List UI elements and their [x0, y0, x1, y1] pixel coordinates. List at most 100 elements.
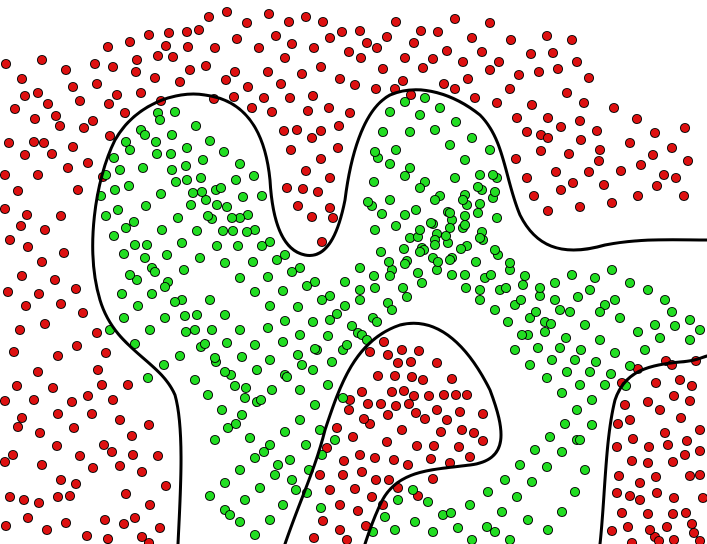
data-point-s0-243 — [12, 421, 24, 433]
data-point-s1-219 — [386, 304, 398, 316]
data-point-s0-207 — [668, 390, 680, 402]
data-point-s0-307 — [370, 83, 382, 95]
data-point-s0-52 — [200, 60, 212, 72]
data-point-s0-75 — [67, 141, 79, 153]
data-point-s1-212 — [281, 371, 293, 383]
data-point-s1-62 — [247, 256, 259, 268]
data-point-s0-388 — [611, 487, 623, 499]
data-point-s0-121 — [7, 449, 19, 461]
data-point-s0-257 — [42, 98, 54, 110]
data-point-s1-29 — [165, 148, 177, 160]
data-point-s0-146 — [332, 142, 344, 154]
data-point-s1-278 — [307, 364, 319, 376]
data-point-s1-128 — [642, 284, 654, 296]
data-point-s1-164 — [514, 459, 526, 471]
data-point-s0-239 — [14, 324, 26, 336]
data-point-s0-107 — [22, 512, 34, 524]
data-point-s1-289 — [384, 270, 396, 282]
data-point-s0-153 — [278, 125, 290, 137]
data-point-s0-154 — [266, 106, 278, 118]
data-point-s1-88 — [368, 176, 380, 188]
data-point-s0-356 — [427, 473, 439, 485]
data-point-s0-332 — [658, 169, 670, 181]
data-point-s1-28 — [180, 160, 192, 172]
data-point-s0-373 — [358, 413, 370, 425]
data-point-s0-24 — [432, 26, 444, 38]
data-point-s1-46 — [230, 174, 242, 186]
data-point-s1-338 — [605, 368, 617, 380]
data-point-s0-31 — [552, 63, 564, 75]
data-point-s0-251 — [136, 531, 148, 543]
data-point-s1-392 — [196, 186, 208, 198]
data-point-s0-5 — [89, 58, 101, 70]
data-point-s1-272 — [286, 474, 298, 486]
data-point-s0-167 — [453, 441, 465, 453]
data-point-s1-22 — [176, 237, 188, 249]
data-point-s0-120 — [36, 459, 48, 471]
data-point-s0-294 — [533, 66, 545, 78]
data-point-s0-320 — [307, 90, 319, 102]
data-point-s1-207 — [209, 434, 221, 446]
data-point-s0-71 — [39, 224, 51, 236]
data-point-s1-81 — [444, 139, 456, 151]
data-point-s1-375 — [109, 184, 121, 196]
data-point-s0-212 — [626, 455, 638, 467]
decision-boundary-main — [91, 88, 707, 544]
data-point-s0-210 — [659, 427, 671, 439]
data-point-s0-325 — [324, 172, 336, 184]
data-point-s0-28 — [505, 34, 517, 46]
data-point-s0-37 — [504, 83, 516, 95]
data-point-s1-27 — [195, 172, 207, 184]
data-point-s0-69 — [0, 203, 11, 215]
data-point-s1-350 — [564, 306, 576, 318]
data-point-s0-33 — [583, 72, 595, 84]
data-point-s0-219 — [684, 470, 696, 482]
data-point-s1-11 — [194, 252, 206, 264]
data-point-s1-182 — [294, 384, 306, 396]
data-point-s0-233 — [624, 414, 636, 426]
data-point-s1-265 — [189, 374, 201, 386]
data-point-s0-126 — [631, 113, 643, 125]
data-point-s1-368 — [444, 254, 456, 266]
data-point-s1-203 — [269, 469, 281, 481]
data-point-s0-365 — [370, 474, 382, 486]
data-point-s0-151 — [306, 211, 318, 223]
data-point-s1-103 — [434, 102, 446, 114]
data-point-s1-185 — [279, 426, 291, 438]
data-point-s1-30 — [150, 136, 162, 148]
data-point-s0-179 — [369, 452, 381, 464]
data-point-s1-390 — [166, 164, 178, 176]
data-point-s0-129 — [682, 155, 694, 167]
data-point-s0-164 — [461, 389, 473, 401]
data-point-s0-254 — [60, 64, 72, 76]
data-point-s1-328 — [455, 243, 467, 255]
data-point-s0-293 — [513, 69, 525, 81]
data-point-s1-42 — [170, 176, 182, 188]
data-point-s1-255 — [206, 324, 218, 336]
data-point-s0-301 — [491, 97, 503, 109]
data-point-s1-334 — [545, 318, 557, 330]
data-point-s0-330 — [593, 155, 605, 167]
data-point-s1-351 — [549, 294, 561, 306]
data-point-s0-46 — [315, 61, 327, 73]
data-point-s0-321 — [323, 102, 335, 114]
data-point-s0-144 — [302, 105, 314, 117]
data-point-s0-278 — [231, 33, 243, 45]
data-point-s1-386 — [209, 352, 221, 364]
data-point-s0-367 — [450, 389, 462, 401]
data-point-s1-145 — [526, 476, 538, 488]
data-point-s0-96 — [68, 422, 80, 434]
data-point-s1-256 — [221, 337, 233, 349]
data-point-s1-47 — [237, 191, 249, 203]
data-point-s0-21 — [371, 42, 383, 54]
data-point-s1-286 — [142, 372, 154, 384]
data-point-s0-261 — [103, 98, 115, 110]
data-point-s0-349 — [406, 371, 418, 383]
data-point-s1-296 — [489, 186, 501, 198]
data-point-s1-372 — [139, 129, 151, 141]
data-point-s1-398 — [286, 266, 298, 278]
data-point-s0-187 — [308, 532, 320, 544]
data-point-s0-391 — [667, 508, 679, 520]
data-point-s1-19 — [131, 274, 143, 286]
